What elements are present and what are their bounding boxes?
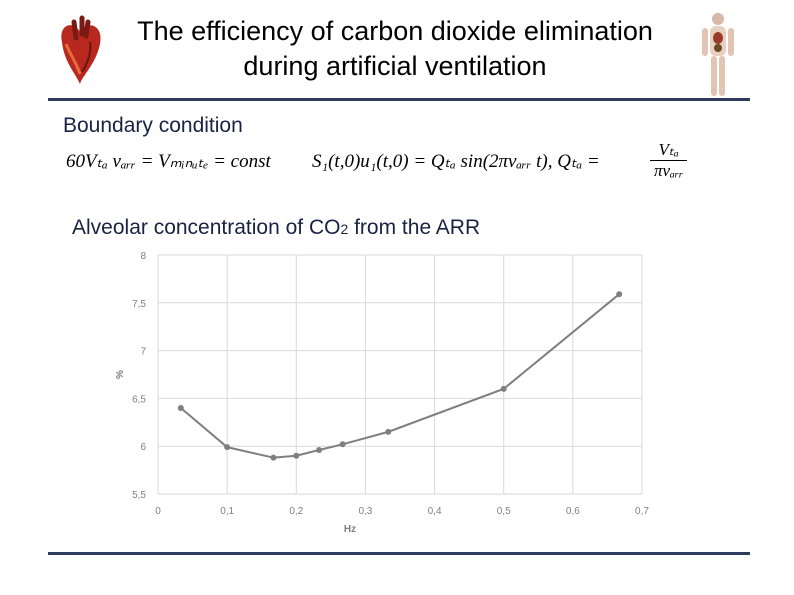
- caption-text-end: from the ARR: [348, 216, 481, 239]
- y-tick-label: 6: [140, 442, 146, 453]
- x-tick-label: 0,1: [220, 506, 234, 517]
- fraction-denominator: πvₐᵣᵣ: [654, 161, 684, 180]
- x-tick-label: 0,2: [289, 506, 303, 517]
- slide-title: The efficiency of carbon dioxide elimina…: [100, 14, 690, 84]
- data-point: [270, 454, 277, 461]
- x-tick-label: 0,5: [497, 506, 511, 517]
- data-point: [339, 441, 346, 448]
- data-point: [316, 447, 323, 454]
- title-line-1: The efficiency of carbon dioxide elimina…: [137, 16, 653, 46]
- bottom-divider: [48, 552, 750, 555]
- y-tick-label: 7: [140, 347, 146, 358]
- data-point: [385, 428, 392, 435]
- caption-subscript: 2: [340, 221, 349, 237]
- series-line: [180, 293, 620, 459]
- y-tick-label: 5,5: [132, 490, 146, 501]
- line-chart: 0 0,1 0,2 0,3 0,4 0,5 0,6 0,7 5,5 6 6,5 7 7,5 8 Hz%: [115, 251, 649, 535]
- x-tick-label: 0,3: [358, 506, 372, 517]
- y-tick-label: 8: [140, 251, 146, 262]
- y-tick-label: 6,5: [132, 394, 146, 405]
- caption-text: Alveolar concentration of CO: [72, 216, 341, 239]
- formula-boundary-left: 60Vₜₐ vₐᵣᵣ = Vₘᵢₙᵤₜₑ = const: [66, 151, 271, 172]
- x-tick-label: 0: [155, 506, 161, 517]
- data-point: [500, 385, 507, 392]
- formula-boundary-right: S₁(t,0)u₁(t,0) = Qₜₐ sin(2πvₐᵣᵣ t), Qₜₐ …: [312, 151, 600, 172]
- heart-icon: [52, 14, 108, 86]
- title-line-2: during artificial ventilation: [243, 51, 547, 81]
- chart-area: 0 0,1 0,2 0,3 0,4 0,5 0,6 0,7 5,5 6 6,5 7 7,5 8 Hz%: [108, 244, 654, 546]
- chart-caption: Alveolar concentration of CO2 from the A…: [72, 216, 480, 240]
- y-tick-label: 7,5: [132, 299, 146, 310]
- y-axis-title: %: [115, 370, 126, 379]
- data-point: [293, 452, 300, 459]
- data-point: [177, 404, 184, 411]
- section-subtitle: Boundary condition: [63, 114, 243, 137]
- human-anatomy-icon: [698, 12, 738, 98]
- x-axis-title: Hz: [344, 524, 356, 535]
- x-tick-label: 0,7: [635, 506, 649, 517]
- data-point: [616, 291, 623, 298]
- x-tick-label: 0,6: [566, 506, 580, 517]
- formula-fraction: Vₜₐ πvₐᵣᵣ: [650, 140, 688, 181]
- top-divider: [48, 98, 750, 101]
- x-tick-label: 0,4: [428, 506, 442, 517]
- fraction-numerator: Vₜₐ: [650, 140, 688, 161]
- data-point: [224, 444, 231, 451]
